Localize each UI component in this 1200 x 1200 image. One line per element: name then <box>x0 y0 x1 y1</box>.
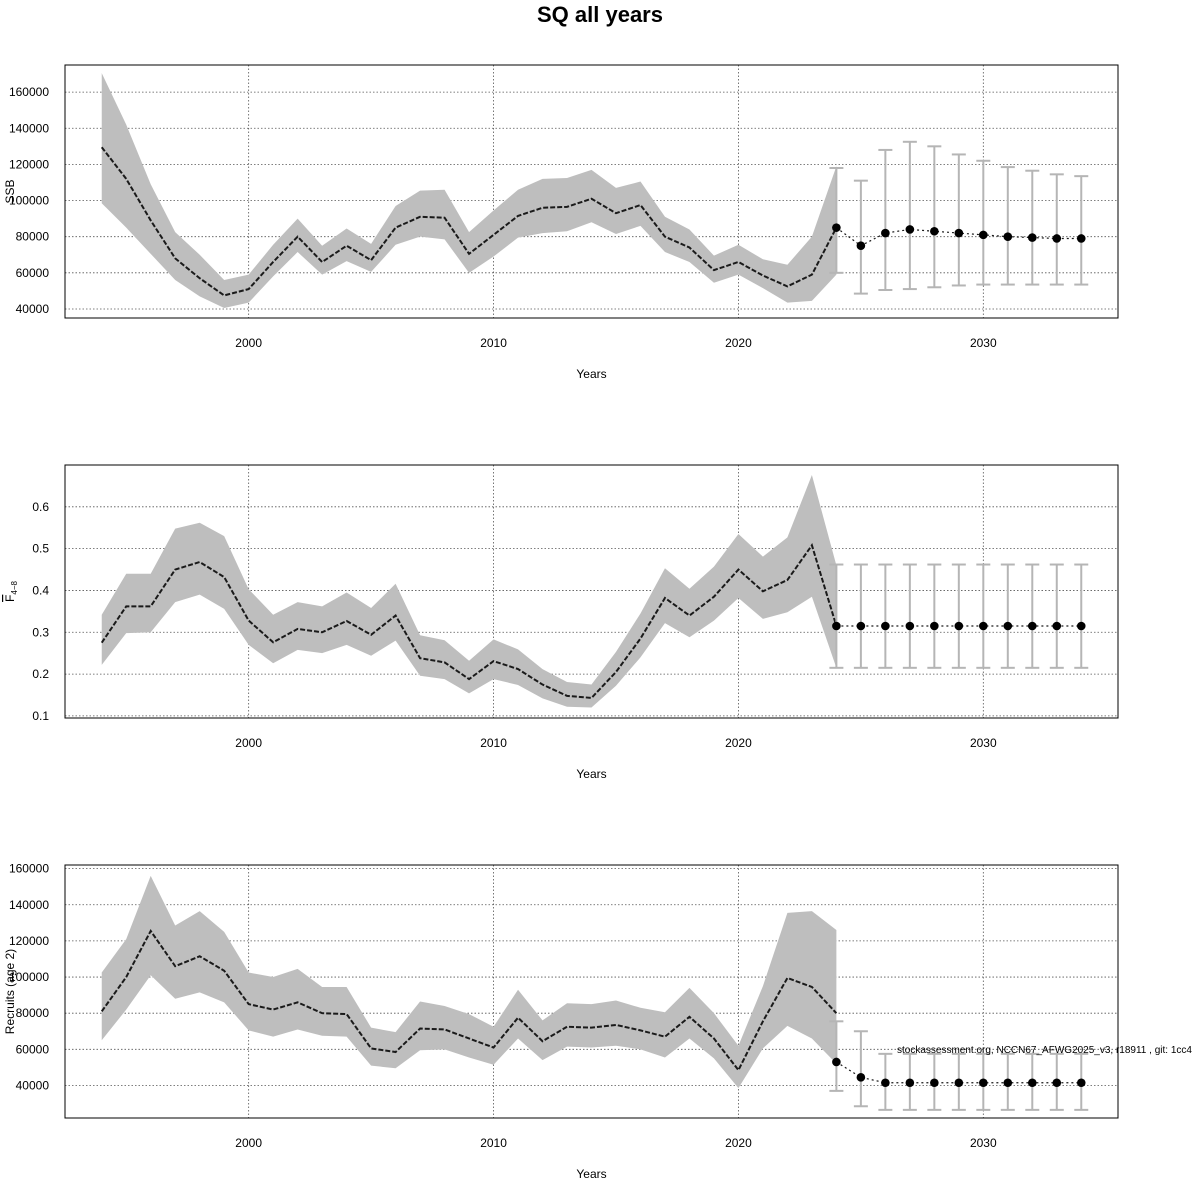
y-tick-label: 120000 <box>9 157 49 171</box>
forecast-point <box>930 1078 939 1088</box>
estimate-line <box>100 543 838 699</box>
x-tick-label: 2030 <box>970 1136 997 1150</box>
forecast-point <box>979 621 988 631</box>
forecast-line <box>836 1061 1082 1084</box>
forecast-point <box>1052 234 1062 243</box>
forecast-point <box>1052 1078 1062 1088</box>
forecast-point <box>979 1078 988 1088</box>
forecast-point <box>1076 1078 1086 1088</box>
x-axis-title: Years <box>576 367 606 381</box>
y-tick-label: 60000 <box>16 266 50 280</box>
x-tick-label: 2000 <box>235 1136 262 1150</box>
x-tick-label: 2030 <box>970 736 997 750</box>
y-tick-label: 0.5 <box>32 542 49 556</box>
plot-frame <box>64 64 1119 319</box>
forecast-point <box>905 225 915 234</box>
forecast-point <box>832 1057 841 1067</box>
y-tick-label: 140000 <box>9 121 49 135</box>
y-tick-label: 160000 <box>9 862 49 876</box>
y-tick-label: 100000 <box>9 194 49 208</box>
y-tick-label: 0.2 <box>32 667 49 681</box>
y-tick-label: 80000 <box>16 230 50 244</box>
estimate-line <box>100 146 838 297</box>
y-tick-label: 0.4 <box>32 583 49 597</box>
y-axis-title: SSB <box>3 179 17 203</box>
y-tick-label: 120000 <box>9 934 49 948</box>
confidence-band <box>101 73 837 309</box>
forecast-point <box>856 621 866 631</box>
forecast-point <box>881 621 890 631</box>
forecast-point <box>905 1078 915 1088</box>
forecast-point <box>979 230 988 240</box>
confidence-band <box>101 475 837 708</box>
forecast-point <box>1052 621 1062 631</box>
x-tick-label: 2020 <box>725 336 752 350</box>
forecast-point <box>832 621 841 631</box>
y-axis-title: F4−8 <box>3 580 19 601</box>
y-tick-label: 0.1 <box>32 709 49 723</box>
plot-frame <box>64 864 1119 1119</box>
x-tick-label: 2000 <box>235 736 262 750</box>
y-tick-label: 140000 <box>9 898 49 912</box>
forecast-point <box>1027 1078 1037 1088</box>
chart-title: SQ all years <box>537 2 663 27</box>
fishing-mortality-panel: 2000 2010 2020 2030 0.1 0.2 0.3 0.4 0.5 0.6 Years F… <box>3 464 1119 781</box>
forecast-point <box>832 223 841 232</box>
y-tick-label: 160000 <box>9 85 49 99</box>
provenance-annotation: stockassessment.org, NCCN67_AFWG2025_v3,… <box>897 1045 1192 1056</box>
forecast-point <box>881 1078 890 1088</box>
forecast-point <box>954 228 964 238</box>
forecast-point <box>1003 1078 1013 1088</box>
x-tick-label: 2010 <box>480 1136 507 1150</box>
y-tick-label: 40000 <box>16 302 50 316</box>
forecast-point <box>856 241 866 251</box>
forecast-point <box>881 228 890 238</box>
x-tick-label: 2010 <box>480 736 507 750</box>
y-tick-label: 100000 <box>9 970 49 984</box>
forecast-point <box>1027 233 1037 242</box>
x-tick-label: 2030 <box>970 336 997 350</box>
recruits-panel: 2000 2010 2020 2030 40000 60000 80000 100000 120… <box>3 862 1192 1181</box>
x-tick-label: 2000 <box>235 336 262 350</box>
forecast-point <box>930 621 939 631</box>
plot-frame <box>64 464 1119 719</box>
x-tick-label: 2020 <box>725 736 752 750</box>
forecast-point <box>856 1073 866 1082</box>
x-axis-title: Years <box>576 1167 606 1181</box>
forecast-point <box>1027 621 1037 631</box>
y-tick-label: 0.6 <box>32 500 49 514</box>
y-tick-label: 40000 <box>16 1078 50 1092</box>
forecast-point <box>1076 621 1086 631</box>
ssb-panel: 2000 2010 2020 2030 40000 60000 80000 100000 120… <box>3 64 1119 381</box>
forecast-point <box>1003 621 1013 631</box>
forecast-point <box>930 226 939 236</box>
y-tick-label: 60000 <box>16 1042 50 1056</box>
y-axis-title: Recruits (age 2) <box>3 949 17 1034</box>
estimate-line <box>100 929 838 1072</box>
y-tick-label: 0.3 <box>32 625 49 639</box>
forecast-point <box>954 1078 964 1088</box>
x-tick-label: 2020 <box>725 1136 752 1150</box>
forecast-point <box>1003 232 1013 241</box>
y-tick-label: 80000 <box>16 1006 50 1020</box>
forecast-point <box>954 621 964 631</box>
x-tick-label: 2010 <box>480 336 507 350</box>
x-axis-title: Years <box>576 767 606 781</box>
forecast-point <box>905 621 915 631</box>
confidence-band <box>101 875 837 1089</box>
forecast-point <box>1076 234 1086 243</box>
